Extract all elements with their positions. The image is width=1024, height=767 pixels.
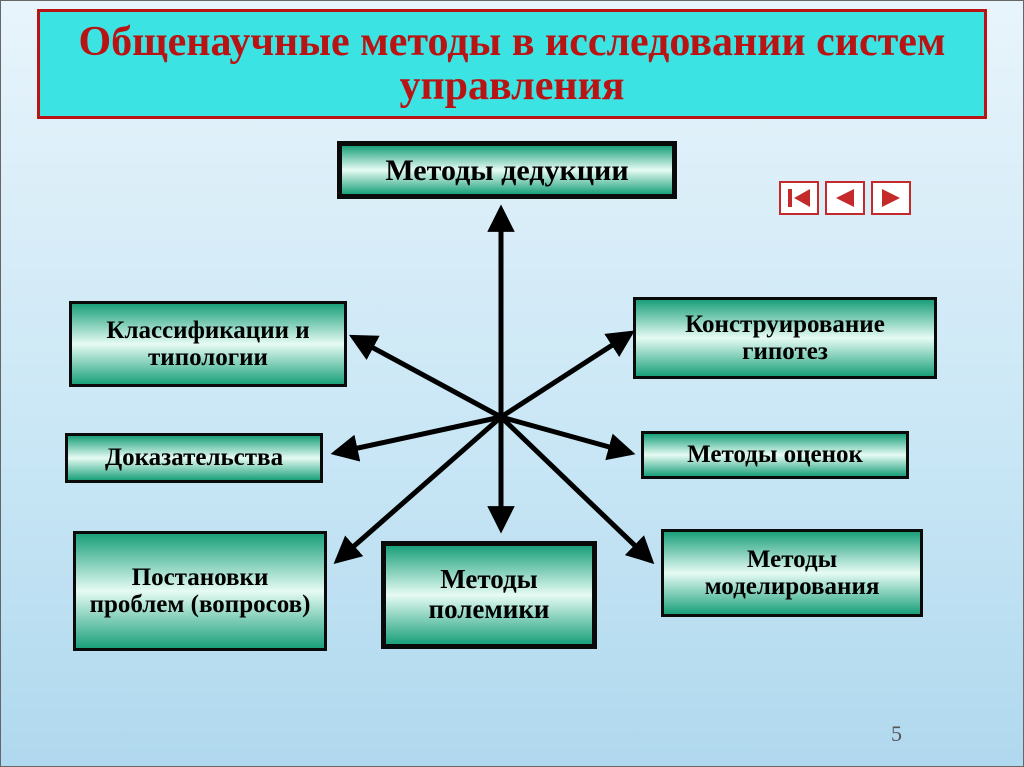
box-left1-text: Классификации и типологии: [78, 317, 338, 372]
box-right1: Конструирование гипотез: [633, 297, 937, 379]
box-left3: Постановки проблем (вопросов): [73, 531, 327, 651]
page-number-text: 5: [891, 721, 902, 746]
box-right3: Методы моделирования: [661, 529, 923, 617]
nav-prev-icon: [832, 187, 858, 209]
arrow-nw: [353, 337, 501, 417]
box-right2-text: Методы оценок: [687, 441, 863, 469]
nav-prev-button[interactable]: [825, 181, 865, 215]
nav-first-button[interactable]: [779, 181, 819, 215]
page-number: 5: [891, 721, 902, 747]
nav-first-icon: [786, 187, 812, 209]
box-right3-text: Методы моделирования: [670, 546, 914, 601]
box-left1: Классификации и типологии: [69, 301, 347, 387]
nav-next-button[interactable]: [871, 181, 911, 215]
box-left3-text: Постановки проблем (вопросов): [82, 564, 318, 619]
slide-title-text: Общенаучные методы в исследовании систем…: [40, 20, 984, 108]
arrow-e: [501, 417, 631, 453]
arrow-se: [501, 417, 651, 561]
nav-next-icon: [878, 187, 904, 209]
arrow-w: [335, 417, 501, 453]
box-left2-text: Доказательства: [105, 444, 283, 472]
box-bottom: Методы полемики: [381, 541, 597, 649]
slide-title: Общенаучные методы в исследовании систем…: [37, 9, 987, 119]
slide: Общенаучные методы в исследовании систем…: [0, 0, 1024, 767]
arrow-sw: [337, 417, 501, 561]
arrow-ne: [501, 333, 631, 417]
box-right1-text: Конструирование гипотез: [642, 311, 928, 366]
box-top: Методы дедукции: [337, 141, 677, 199]
box-right2: Методы оценок: [641, 431, 909, 479]
box-top-text: Методы дедукции: [385, 154, 628, 187]
box-bottom-text: Методы полемики: [392, 565, 586, 624]
box-left2: Доказательства: [65, 433, 323, 483]
